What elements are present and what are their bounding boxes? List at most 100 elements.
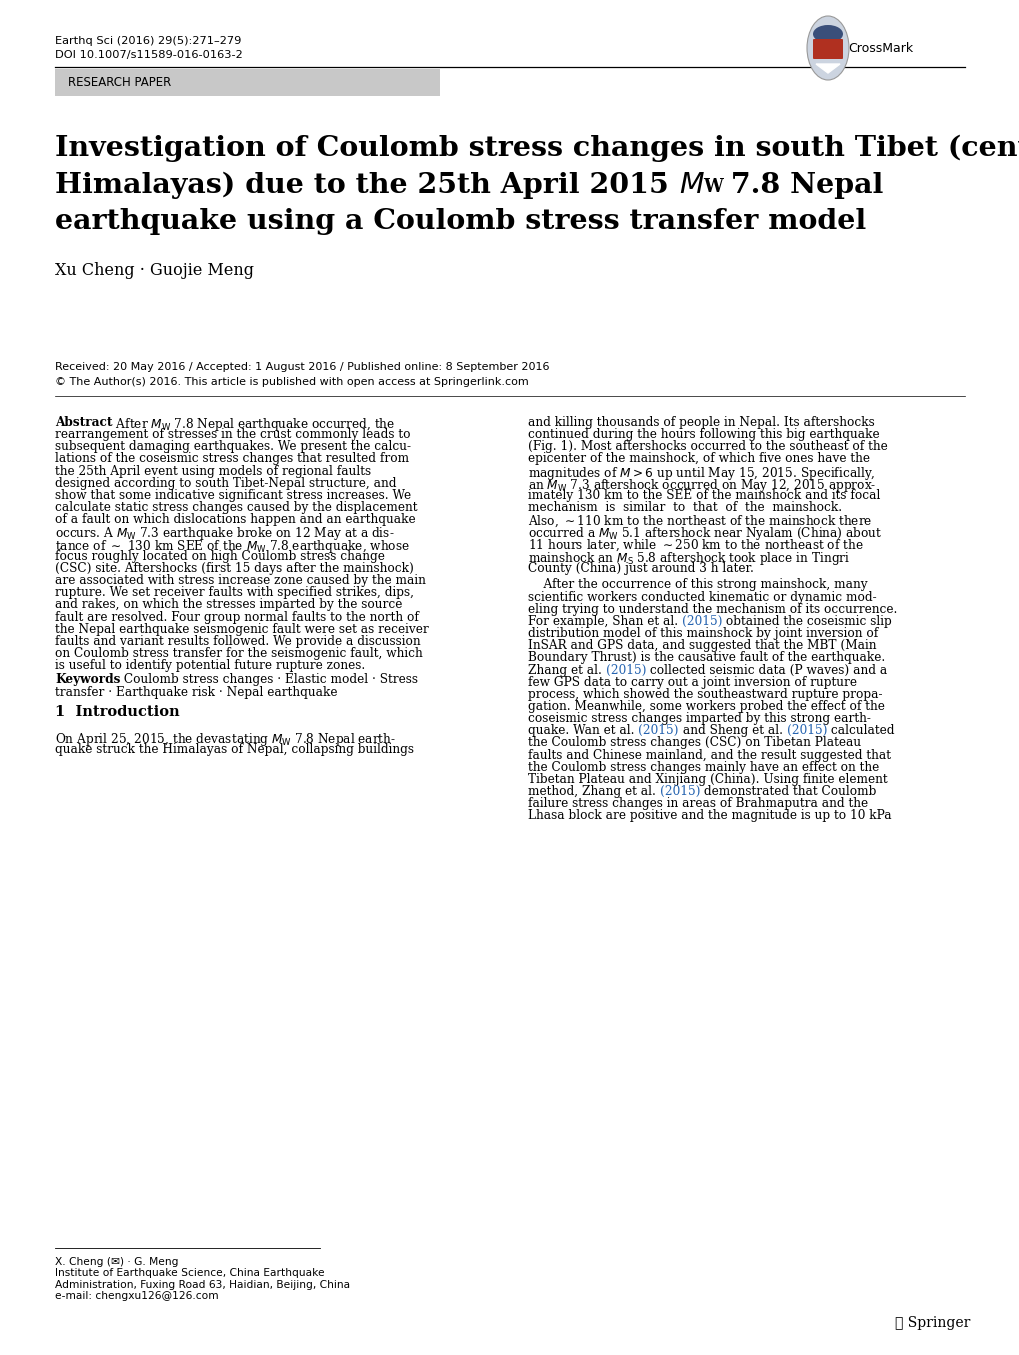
Text: DOI 10.1007/s11589-016-0163-2: DOI 10.1007/s11589-016-0163-2 <box>55 50 243 60</box>
Text: an $\mathit{M}_{\mathrm{W}}$ 7.3 aftershock occurred on May 12, 2015 approx-: an $\mathit{M}_{\mathrm{W}}$ 7.3 aftersh… <box>528 477 875 493</box>
Text: obtained the coseismic slip: obtained the coseismic slip <box>721 615 892 627</box>
Text: © The Author(s) 2016. This article is published with open access at Springerlink: © The Author(s) 2016. This article is pu… <box>55 377 528 388</box>
Text: of a fault on which dislocations happen and an earthquake: of a fault on which dislocations happen … <box>55 514 415 526</box>
Text: mechanism  is  similar  to  that  of  the  mainshock.: mechanism is similar to that of the main… <box>528 501 842 514</box>
Text: (Fig. 1). Most aftershocks occurred to the southeast of the: (Fig. 1). Most aftershocks occurred to t… <box>528 440 887 454</box>
Text: Himalayas) due to the 25th April 2015: Himalayas) due to the 25th April 2015 <box>55 172 678 199</box>
Text: and killing thousands of people in Nepal. Its aftershocks: and killing thousands of people in Nepal… <box>528 416 874 430</box>
Text: on Coulomb stress transfer for the seismogenic fault, which: on Coulomb stress transfer for the seism… <box>55 648 422 660</box>
Ellipse shape <box>806 16 848 80</box>
Text: method, Zhang et al.: method, Zhang et al. <box>528 785 659 798</box>
Text: calculated: calculated <box>826 725 894 737</box>
Text: calculate static stress changes caused by the displacement: calculate static stress changes caused b… <box>55 501 417 514</box>
Text: Earthq Sci (2016) 29(5):271–279: Earthq Sci (2016) 29(5):271–279 <box>55 37 242 46</box>
Text: scientific workers conducted kinematic or dynamic mod-: scientific workers conducted kinematic o… <box>528 591 875 603</box>
Text: InSAR and GPS data, and suggested that the MBT (Main: InSAR and GPS data, and suggested that t… <box>528 640 875 652</box>
Text: Lhasa block are positive and the magnitude is up to 10 kPa: Lhasa block are positive and the magnitu… <box>528 809 891 822</box>
Text: magnitudes of $M > 6$ up until May 15, 2015. Specifically,: magnitudes of $M > 6$ up until May 15, 2… <box>528 465 874 481</box>
Text: After the occurrence of this strong mainshock, many: After the occurrence of this strong main… <box>528 579 867 591</box>
Text: and Sheng et al.: and Sheng et al. <box>679 725 786 737</box>
Text: coseismic stress changes imparted by this strong earth-: coseismic stress changes imparted by thi… <box>528 713 870 725</box>
Text: On April 25, 2015, the devastating $\mathit{M}_{\mathrm{W}}$ 7.8 Nepal earth-: On April 25, 2015, the devastating $\mat… <box>55 730 395 748</box>
Text: the 25th April event using models of regional faults: the 25th April event using models of reg… <box>55 465 371 478</box>
Text: Himalayas) due to the 25th April 2015: Himalayas) due to the 25th April 2015 <box>55 172 678 199</box>
Text: (2015): (2015) <box>605 664 646 676</box>
Text: (2015): (2015) <box>659 785 700 798</box>
Text: collected seismic data (P waves) and a: collected seismic data (P waves) and a <box>646 664 887 676</box>
Text: (CSC) site. Aftershocks (first 15 days after the mainshock): (CSC) site. Aftershocks (first 15 days a… <box>55 562 414 575</box>
Text: CrossMark: CrossMark <box>847 42 912 54</box>
Text: (2015): (2015) <box>638 725 679 737</box>
Text: Abstract: Abstract <box>55 416 112 430</box>
Text: mainshock an $\mathit{M}_{\mathrm{S}}$ 5.8 aftershock took place in Tingri: mainshock an $\mathit{M}_{\mathrm{S}}$ 5… <box>528 550 849 566</box>
Text: and Sheng et al.: and Sheng et al. <box>679 725 786 737</box>
Text: Zhang et al.: Zhang et al. <box>528 664 605 676</box>
Text: County (China) just around 3 h later.: County (China) just around 3 h later. <box>528 562 753 575</box>
Text: continued during the hours following this big earthquake: continued during the hours following thi… <box>528 428 878 442</box>
Text: occurred a $\mathit{M}_{\mathrm{W}}$ 5.1 aftershock near Nyalam (China) about: occurred a $\mathit{M}_{\mathrm{W}}$ 5.1… <box>528 526 881 542</box>
Text: imately 130 km to the SEE of the mainshock and its focal: imately 130 km to the SEE of the mainsho… <box>528 489 879 501</box>
Text: transfer · Earthquake risk · Nepal earthquake: transfer · Earthquake risk · Nepal earth… <box>55 686 337 699</box>
Text: eling trying to understand the mechanism of its occurrence.: eling trying to understand the mechanism… <box>528 603 897 615</box>
Text: Tibetan Plateau and Xinjiang (China). Using finite element: Tibetan Plateau and Xinjiang (China). Us… <box>528 772 887 786</box>
Text: process, which showed the southeastward rupture propa-: process, which showed the southeastward … <box>528 688 881 701</box>
Text: ℒ Springer: ℒ Springer <box>894 1316 969 1331</box>
Text: earthquake using a Coulomb stress transfer model: earthquake using a Coulomb stress transf… <box>55 209 865 234</box>
Text: demonstrated that Coulomb: demonstrated that Coulomb <box>700 785 875 798</box>
Text: $\mathit{M}$: $\mathit{M}$ <box>678 172 704 199</box>
Text: (2015): (2015) <box>605 664 646 676</box>
Text: rupture. We set receiver faults with specified strikes, dips,: rupture. We set receiver faults with spe… <box>55 587 414 599</box>
Text: rearrangement of stresses in the crust commonly leads to: rearrangement of stresses in the crust c… <box>55 428 410 442</box>
Text: W: W <box>703 178 722 196</box>
Text: designed according to south Tibet-Nepal structure, and: designed according to south Tibet-Nepal … <box>55 477 396 489</box>
Text: quake. Wan et al.: quake. Wan et al. <box>528 725 638 737</box>
Text: Xu Cheng · Guojie Meng: Xu Cheng · Guojie Meng <box>55 262 254 279</box>
Text: Keywords: Keywords <box>55 673 120 687</box>
Text: X. Cheng (✉) · G. Meng: X. Cheng (✉) · G. Meng <box>55 1257 178 1267</box>
Text: focus roughly located on high Coulomb stress change: focus roughly located on high Coulomb st… <box>55 550 384 562</box>
Text: the Coulomb stress changes mainly have an effect on the: the Coulomb stress changes mainly have a… <box>528 760 878 774</box>
Text: faults and Chinese mainland, and the result suggested that: faults and Chinese mainland, and the res… <box>528 749 891 762</box>
Text: the Nepal earthquake seismogenic fault were set as receiver: the Nepal earthquake seismogenic fault w… <box>55 623 428 635</box>
Text: (2015): (2015) <box>786 725 826 737</box>
Text: W: W <box>703 178 722 196</box>
Text: $\mathit{M}$: $\mathit{M}$ <box>678 172 704 199</box>
Text: After $\mathit{M}_{\mathrm{W}}$ 7.8 Nepal earthquake occurred, the: After $\mathit{M}_{\mathrm{W}}$ 7.8 Nepa… <box>112 416 395 434</box>
Text: (2015): (2015) <box>638 725 679 737</box>
Text: fault are resolved. Four group normal faults to the north of: fault are resolved. Four group normal fa… <box>55 611 419 623</box>
Text: (2015): (2015) <box>786 725 826 737</box>
Text: are associated with stress increase zone caused by the main: are associated with stress increase zone… <box>55 575 426 587</box>
Polygon shape <box>815 64 840 73</box>
Text: quake. Wan et al.: quake. Wan et al. <box>528 725 638 737</box>
Text: few GPS data to carry out a joint inversion of rupture: few GPS data to carry out a joint invers… <box>528 676 856 688</box>
Text: calculated: calculated <box>826 725 894 737</box>
Text: is useful to identify potential future rupture zones.: is useful to identify potential future r… <box>55 660 365 672</box>
Text: 1  Introduction: 1 Introduction <box>55 705 179 720</box>
Text: Keywords: Keywords <box>55 673 120 687</box>
Text: distribution model of this mainshock by joint inversion of: distribution model of this mainshock by … <box>528 627 877 640</box>
Text: subsequent damaging earthquakes. We present the calcu-: subsequent damaging earthquakes. We pres… <box>55 440 411 454</box>
Text: collected seismic data (P waves) and a: collected seismic data (P waves) and a <box>646 664 887 676</box>
Text: faults and variant results followed. We provide a discussion: faults and variant results followed. We … <box>55 635 420 648</box>
Text: For example, Shan et al.: For example, Shan et al. <box>528 615 682 627</box>
Text: quake struck the Himalayas of Nepal, collapsing buildings: quake struck the Himalayas of Nepal, col… <box>55 743 414 756</box>
Text: Also, $\sim$110 km to the northeast of the mainshock there: Also, $\sim$110 km to the northeast of t… <box>528 514 871 528</box>
Text: Investigation of Coulomb stress changes in south Tibet (central: Investigation of Coulomb stress changes … <box>55 136 1019 163</box>
Text: and rakes, on which the stresses imparted by the source: and rakes, on which the stresses imparte… <box>55 599 401 611</box>
Text: lations of the coseismic stress changes that resulted from: lations of the coseismic stress changes … <box>55 453 409 466</box>
Text: Coulomb stress changes · Elastic model · Stress: Coulomb stress changes · Elastic model ·… <box>120 673 418 687</box>
Text: 11 hours later, while $\sim$250 km to the northeast of the: 11 hours later, while $\sim$250 km to th… <box>528 538 863 553</box>
Text: demonstrated that Coulomb: demonstrated that Coulomb <box>700 785 875 798</box>
Text: show that some indicative significant stress increases. We: show that some indicative significant st… <box>55 489 411 501</box>
Bar <box>55 69 439 96</box>
Text: Received: 20 May 2016 / Accepted: 1 August 2016 / Published online: 8 September : Received: 20 May 2016 / Accepted: 1 Augu… <box>55 362 549 373</box>
Text: tance of $\sim$ 130 km SEE of the $\mathit{M}_{\mathrm{W}}$ 7.8 earthquake, whos: tance of $\sim$ 130 km SEE of the $\math… <box>55 538 410 554</box>
Text: For example, Shan et al.: For example, Shan et al. <box>528 615 682 627</box>
Text: epicenter of the mainshock, of which five ones have the: epicenter of the mainshock, of which fiv… <box>528 453 869 466</box>
Text: occurs. A $\mathit{M}_{\mathrm{W}}$ 7.3 earthquake broke on 12 May at a dis-: occurs. A $\mathit{M}_{\mathrm{W}}$ 7.3 … <box>55 526 394 542</box>
Text: gation. Meanwhile, some workers probed the effect of the: gation. Meanwhile, some workers probed t… <box>528 701 884 713</box>
Text: RESEARCH PAPER: RESEARCH PAPER <box>68 76 171 89</box>
Text: obtained the coseismic slip: obtained the coseismic slip <box>721 615 892 627</box>
Ellipse shape <box>812 24 842 43</box>
Text: Zhang et al.: Zhang et al. <box>528 664 605 676</box>
